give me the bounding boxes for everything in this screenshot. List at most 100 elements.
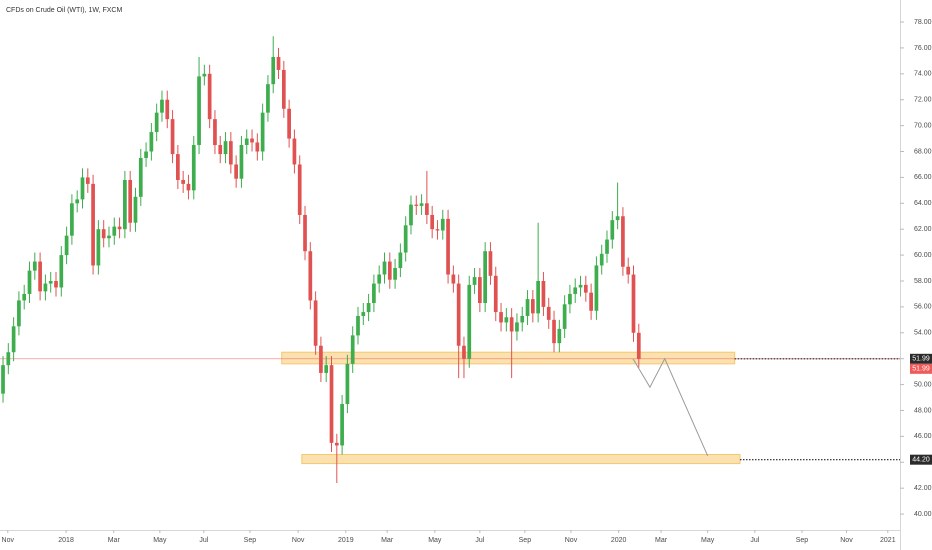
- candle-body: [615, 216, 620, 221]
- x-tick-label: Nov: [2, 537, 15, 544]
- candle-body: [520, 315, 525, 323]
- y-tick-label: 66.00: [914, 174, 932, 181]
- y-tick-label: 68.00: [914, 148, 932, 155]
- candle-body: [589, 292, 593, 311]
- current-price-label: 51.99: [912, 366, 930, 373]
- candle-body: [202, 73, 207, 77]
- candle-body: [38, 261, 42, 292]
- candle-body: [499, 312, 503, 323]
- candle-body: [123, 179, 127, 230]
- x-tick-label: Nov: [840, 537, 853, 544]
- candle-body: [11, 326, 16, 353]
- candle-body: [17, 300, 21, 327]
- x-tick-label: Jul: [475, 537, 484, 544]
- candle-body: [493, 275, 498, 313]
- y-tick-label: 46.00: [914, 433, 932, 440]
- candle-body: [462, 345, 466, 359]
- candle-body: [112, 226, 117, 236]
- candle-body: [345, 363, 350, 405]
- candle-body: [382, 261, 387, 275]
- candle-body: [419, 203, 424, 206]
- candle-body: [483, 251, 488, 304]
- candle-body: [621, 216, 625, 267]
- candle-body: [626, 266, 631, 275]
- projection-path: [632, 357, 709, 457]
- candle-body: [425, 203, 429, 215]
- candle-body: [414, 204, 419, 206]
- candle-body: [430, 214, 435, 230]
- candle-body: [128, 179, 133, 223]
- candle-body: [191, 145, 196, 191]
- candle-body: [160, 99, 164, 113]
- candle-body: [138, 157, 143, 197]
- candle-body: [541, 280, 546, 307]
- x-tick-label: Sep: [519, 537, 532, 544]
- candle-body: [181, 179, 186, 184]
- x-tick-label: Nov: [292, 537, 305, 544]
- candle-body: [186, 183, 191, 191]
- candle-body: [101, 229, 106, 239]
- candle-body: [319, 345, 323, 373]
- candle-body: [478, 277, 482, 304]
- candle-body: [536, 280, 540, 314]
- candle-body: [91, 183, 95, 266]
- candle-body: [530, 299, 535, 314]
- candle-body: [440, 218, 445, 231]
- y-tick-label: 60.00: [914, 252, 932, 259]
- candle-body: [170, 119, 175, 155]
- candle-body: [504, 317, 509, 323]
- candle-body: [324, 365, 329, 373]
- x-tick-label: Jul: [750, 537, 759, 544]
- candle-body: [281, 69, 286, 109]
- y-tick-label: 78.00: [914, 19, 932, 26]
- x-tick-label: 2020: [611, 537, 627, 544]
- y-tick-label: 74.00: [914, 71, 932, 78]
- candle-body: [22, 293, 27, 301]
- candle-body: [228, 141, 233, 165]
- y-tick-label: 62.00: [914, 226, 932, 233]
- x-tick-label: Jul: [199, 537, 208, 544]
- candle-body: [334, 442, 339, 446]
- candle-body: [255, 142, 260, 152]
- candle-body: [303, 214, 307, 252]
- candle-body: [292, 138, 297, 165]
- candle-body: [451, 274, 456, 284]
- candle-body: [467, 284, 472, 359]
- candle-body: [133, 196, 138, 223]
- x-tick-label: 2018: [58, 537, 74, 544]
- candle-body: [213, 119, 217, 146]
- candle-body: [356, 315, 360, 336]
- candle-body: [515, 322, 519, 332]
- x-tick-label: Mar: [108, 537, 121, 544]
- candle-body: [372, 283, 376, 304]
- candle-body: [308, 251, 313, 301]
- candle-body: [32, 261, 37, 271]
- candle-body: [594, 265, 599, 311]
- candle-body: [80, 177, 85, 200]
- candle-body: [350, 335, 355, 364]
- candle-body: [197, 76, 201, 146]
- candle-body: [636, 332, 641, 359]
- level-tag: [910, 454, 932, 465]
- candle-body: [250, 138, 254, 143]
- candle-body: [271, 56, 276, 85]
- candle-body: [409, 204, 413, 226]
- candle-body: [387, 261, 392, 280]
- y-tick-label: 56.00: [914, 304, 932, 311]
- candle-body: [562, 304, 567, 329]
- candle-body: [472, 277, 477, 285]
- candle-body: [107, 235, 111, 239]
- candle-body: [456, 283, 461, 346]
- chart-title: CFDs on Crude Oil (WTI), 1W, FXCM: [6, 7, 122, 14]
- x-tick-label: 2019: [338, 537, 354, 544]
- candle-body: [605, 239, 609, 254]
- candle-body: [546, 306, 551, 320]
- candle-body: [398, 252, 403, 269]
- candle-body: [435, 229, 440, 231]
- support-zone: [301, 454, 741, 465]
- x-tick-label: Mar: [655, 537, 668, 544]
- x-tick-label: Nov: [565, 537, 578, 544]
- level-label: 51.99: [912, 356, 930, 363]
- y-tick-label: 76.00: [914, 45, 932, 52]
